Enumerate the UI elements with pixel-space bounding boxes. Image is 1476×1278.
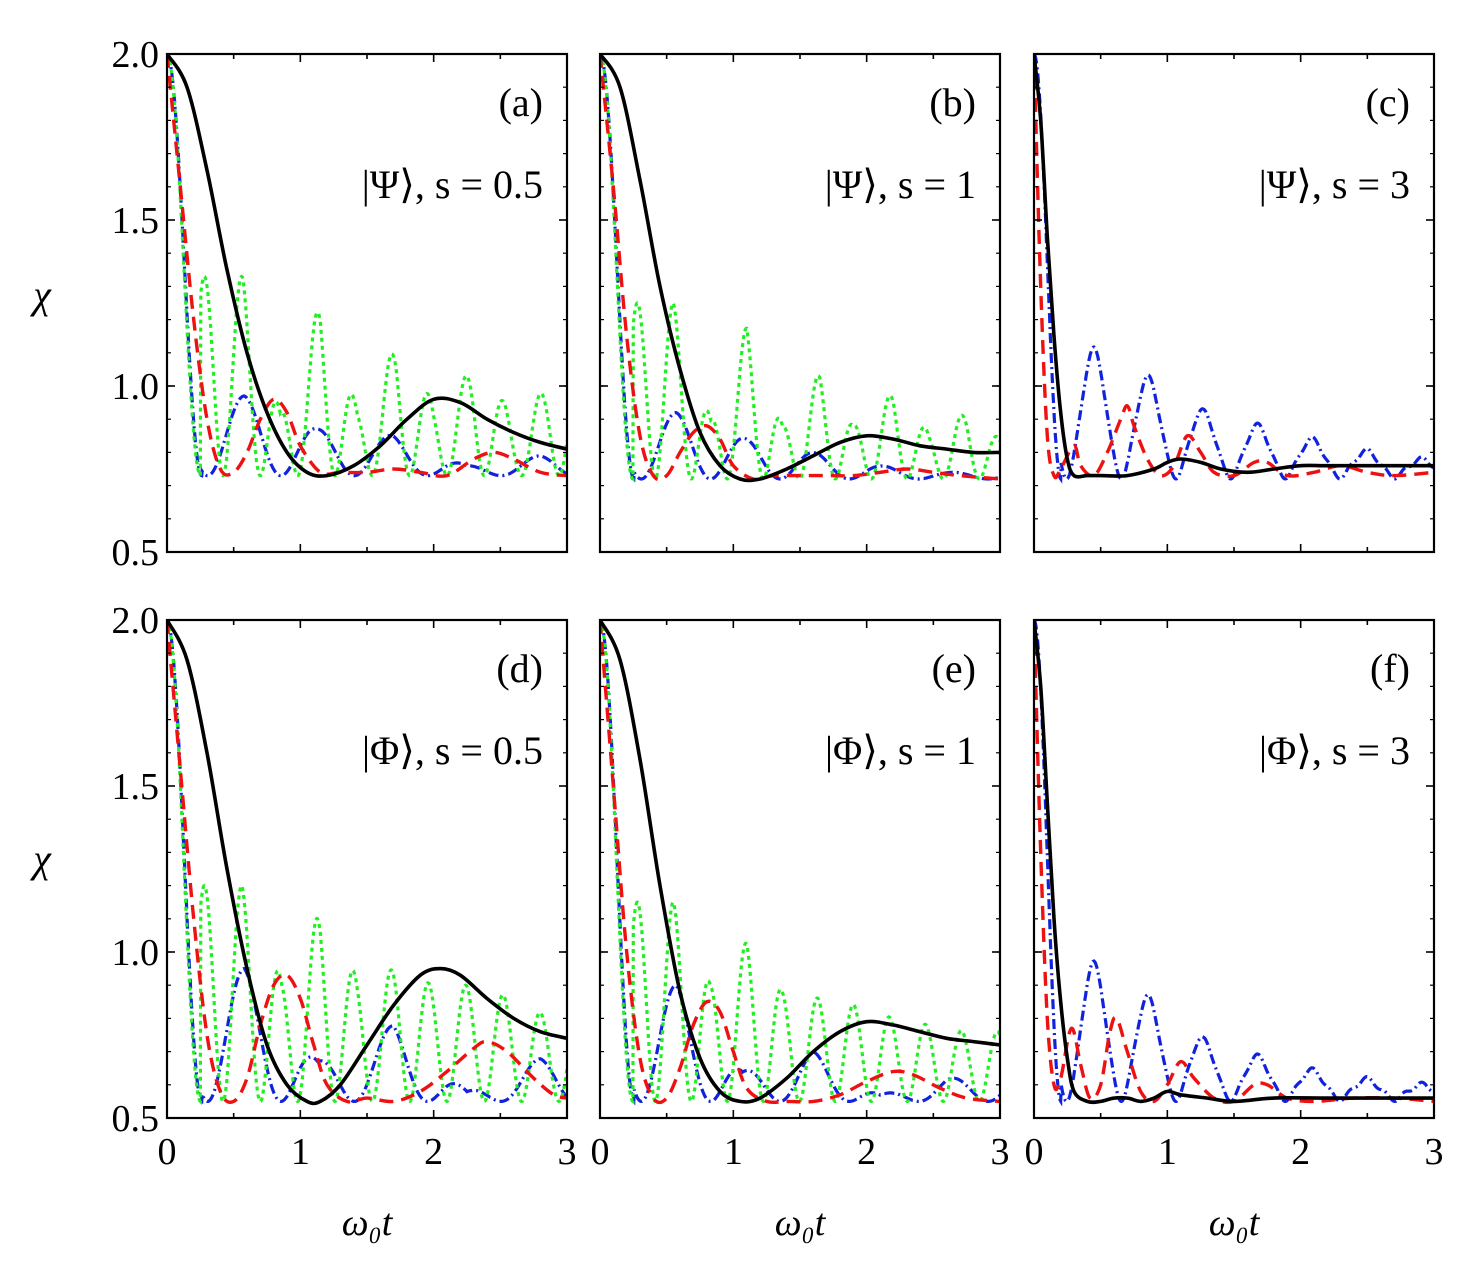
panel-letter: (c): [1366, 80, 1410, 125]
state-label: |Φ⟩, s = 0.5: [362, 728, 543, 773]
y-axis-label-bottom: χ: [29, 836, 52, 881]
series-dash-dot: [600, 54, 1000, 483]
series-dotted: [600, 54, 1000, 482]
panel-c: (c) |Ψ⟩, s = 3: [1032, 52, 1436, 554]
curves: [167, 54, 567, 480]
y-tick-label: 1.5: [112, 766, 160, 808]
series-dashed: [1034, 54, 1434, 480]
series-dashed: [600, 54, 1000, 482]
panel-letter: (b): [929, 80, 976, 125]
y-tick-label: 2.0: [112, 600, 160, 642]
panel-f: 0 1 2 3 (f) |Φ⟩, s = 3: [1025, 618, 1444, 1173]
series-solid: [600, 54, 1000, 483]
series-dash-dot: [600, 620, 1000, 1106]
series-solid: [167, 54, 567, 478]
x-tick-label: 3: [991, 1131, 1010, 1173]
x-tick-label: 1: [291, 1131, 310, 1173]
x-tick-label: 2: [424, 1131, 443, 1173]
series-dotted: [167, 54, 567, 480]
series-solid: [1034, 54, 1434, 479]
curves: [1034, 620, 1434, 1107]
series-dash-dot: [1034, 620, 1434, 1107]
curves: [600, 620, 1000, 1106]
x-tick-label: 1: [724, 1131, 743, 1173]
plot-frame: [165, 52, 569, 554]
panel-letter: (e): [932, 646, 976, 691]
series-dashed: [600, 620, 1000, 1105]
x-tick-label: 3: [1425, 1131, 1444, 1173]
series-solid: [600, 620, 1000, 1104]
panel-e: 0 1 2 3 (e) |Φ⟩, s = 1: [591, 618, 1010, 1173]
series-dashed: [167, 620, 567, 1105]
y-tick-label: 1.0: [112, 932, 160, 974]
curves: [600, 54, 1000, 483]
y-tick-label: 1.0: [112, 366, 160, 408]
panel-letter: (a): [499, 80, 543, 125]
state-label: |Φ⟩, s = 3: [1259, 728, 1410, 773]
x-tick-label: 1: [1158, 1131, 1177, 1173]
x-axis-label-left: ω₀t: [342, 1202, 394, 1244]
y-tick-label: 1.5: [112, 200, 160, 242]
plot-frame: [598, 618, 1002, 1120]
panel-d: 0.5 1.0 1.5 2.0 0 1 2 3 (d) |Φ⟩, s = 0.5: [112, 600, 577, 1173]
x-tick-label: 0: [1025, 1131, 1044, 1173]
x-tick-label: 0: [591, 1131, 610, 1173]
series-dashed: [167, 54, 567, 478]
state-label: |Ψ⟩, s = 3: [1259, 162, 1410, 207]
series-solid: [1034, 620, 1434, 1105]
state-label: |Ψ⟩, s = 0.5: [362, 162, 543, 207]
x-axis-label-middle: ω₀t: [775, 1202, 827, 1244]
y-tick-label: 2.0: [112, 34, 160, 76]
x-tick-label: 2: [857, 1131, 876, 1173]
curves: [167, 620, 567, 1106]
series-dotted: [167, 620, 567, 1106]
panel-letter: (d): [496, 646, 543, 691]
y-axis-label-top: χ: [29, 272, 52, 317]
x-tick-label: 2: [1291, 1131, 1310, 1173]
x-tick-label: 0: [158, 1131, 177, 1173]
y-tick-label: 0.5: [112, 532, 160, 574]
curves: [1034, 54, 1434, 484]
panel-a: 0.5 1.0 1.5 2.0 (a) |Ψ⟩, s = 0.5: [112, 34, 569, 574]
y-tick-label: 0.5: [112, 1098, 160, 1140]
state-label: |Φ⟩, s = 1: [825, 728, 976, 773]
panels: 0.5 1.0 1.5 2.0 (a) |Ψ⟩, s = 0.5 (b) |Ψ⟩, s = 1…: [112, 34, 1444, 1173]
x-tick-label: 3: [558, 1131, 577, 1173]
state-label: |Ψ⟩, s = 1: [825, 162, 976, 207]
series-dash-dot: [167, 54, 567, 478]
panel-letter: (f): [1370, 646, 1410, 691]
plot-frame: [1032, 618, 1436, 1120]
series-solid: [167, 620, 567, 1106]
series-dashed: [1034, 620, 1434, 1105]
x-axis-label-right: ω₀t: [1209, 1202, 1261, 1244]
panel-b: (b) |Ψ⟩, s = 1: [598, 52, 1002, 554]
